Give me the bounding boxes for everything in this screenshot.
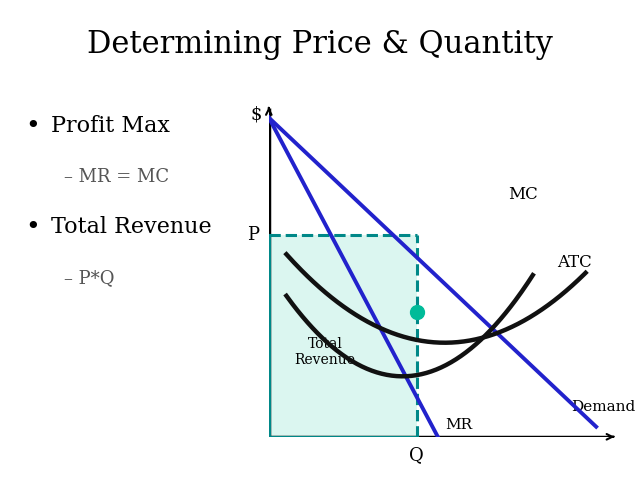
Text: Total
Revenue: Total Revenue (294, 337, 356, 367)
Text: Demand: Demand (572, 399, 636, 414)
Text: Total Revenue: Total Revenue (51, 216, 212, 238)
Text: – MR = MC: – MR = MC (64, 168, 169, 186)
Text: •: • (26, 115, 40, 138)
Text: •: • (26, 216, 40, 239)
Text: Determining Price & Quantity: Determining Price & Quantity (87, 29, 553, 60)
Text: Q: Q (409, 446, 424, 464)
Text: $: $ (251, 105, 262, 123)
Text: – P*Q: – P*Q (64, 269, 115, 287)
Text: ATC: ATC (557, 253, 592, 271)
Bar (269, 235, 417, 437)
Text: P: P (247, 226, 259, 244)
Text: Profit Max: Profit Max (51, 115, 170, 137)
Text: MR: MR (445, 418, 472, 432)
Text: MC: MC (508, 186, 538, 204)
